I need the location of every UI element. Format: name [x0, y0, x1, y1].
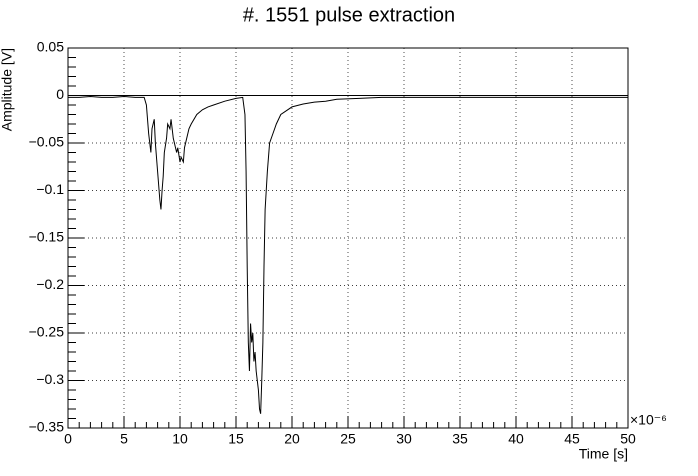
x-tick-label: 5 [120, 431, 128, 447]
series-line [68, 95, 628, 414]
x-tick-label: 25 [340, 431, 356, 447]
x-tick-label: 45 [564, 431, 580, 447]
x-tick-label: 50 [620, 431, 636, 447]
x-tick-label: 35 [452, 431, 468, 447]
y-tick-label: −0.3 [36, 371, 64, 387]
chart-title: #. 1551 pulse extraction [243, 4, 455, 26]
x-tick-label: 40 [508, 431, 524, 447]
x-tick-label: 15 [228, 431, 244, 447]
x-tick-label: 10 [172, 431, 188, 447]
y-tick-label: −0.1 [36, 181, 64, 197]
x-tick-label: 0 [64, 431, 72, 447]
y-tick-label: −0.35 [29, 419, 65, 435]
x-tick-label: 20 [284, 431, 300, 447]
y-axis-label: Amplitude [V] [0, 48, 15, 131]
y-tick-label: 0.05 [37, 39, 64, 55]
y-tick-label: −0.05 [29, 134, 65, 150]
x-tick-label: 30 [396, 431, 412, 447]
y-tick-label: −0.15 [29, 229, 65, 245]
y-tick-label: −0.2 [36, 276, 64, 292]
x-axis-label: Time [s] [579, 446, 628, 462]
x-exponent: ×10⁻⁶ [630, 412, 667, 428]
y-tick-label: 0 [56, 86, 64, 102]
plot-frame [67, 47, 629, 429]
y-tick-label: −0.25 [29, 324, 65, 340]
